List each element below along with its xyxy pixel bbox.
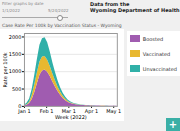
html-text:5/24/2022: 5/24/2022 <box>48 8 69 13</box>
svg-text:1500: 1500 <box>9 51 22 57</box>
html-text:Vaccinated: Vaccinated <box>142 50 171 57</box>
svg-text:Mar 1: Mar 1 <box>62 108 76 114</box>
html-text:Data from the Wyoming Departme: Data from the Wyoming Department of Heal… <box>90 1 180 13</box>
svg-text:Week (2022): Week (2022) <box>55 114 87 120</box>
svg-text:May 1: May 1 <box>106 108 121 115</box>
svg-text:2000: 2000 <box>9 34 22 40</box>
html-text:Case Rate Per 100k by Vaccinat: Case Rate Per 100k by Vaccination Status… <box>2 23 122 28</box>
svg-text:Jan 1: Jan 1 <box>17 108 30 114</box>
svg-text:Rate per 100k: Rate per 100k <box>2 52 9 87</box>
svg-text:Feb 1: Feb 1 <box>40 108 54 114</box>
svg-text:0: 0 <box>18 103 22 109</box>
svg-text:Apr 1: Apr 1 <box>85 108 98 115</box>
html-text:Unvaccinated: Unvaccinated <box>142 65 177 72</box>
html-text:1/1/2022: 1/1/2022 <box>2 8 20 13</box>
svg-text:500: 500 <box>12 86 22 92</box>
svg-text:1000: 1000 <box>9 68 22 74</box>
html-text:Boosted: Boosted <box>142 35 164 42</box>
html-text:Filter graphs by date: Filter graphs by date <box>2 1 44 6</box>
